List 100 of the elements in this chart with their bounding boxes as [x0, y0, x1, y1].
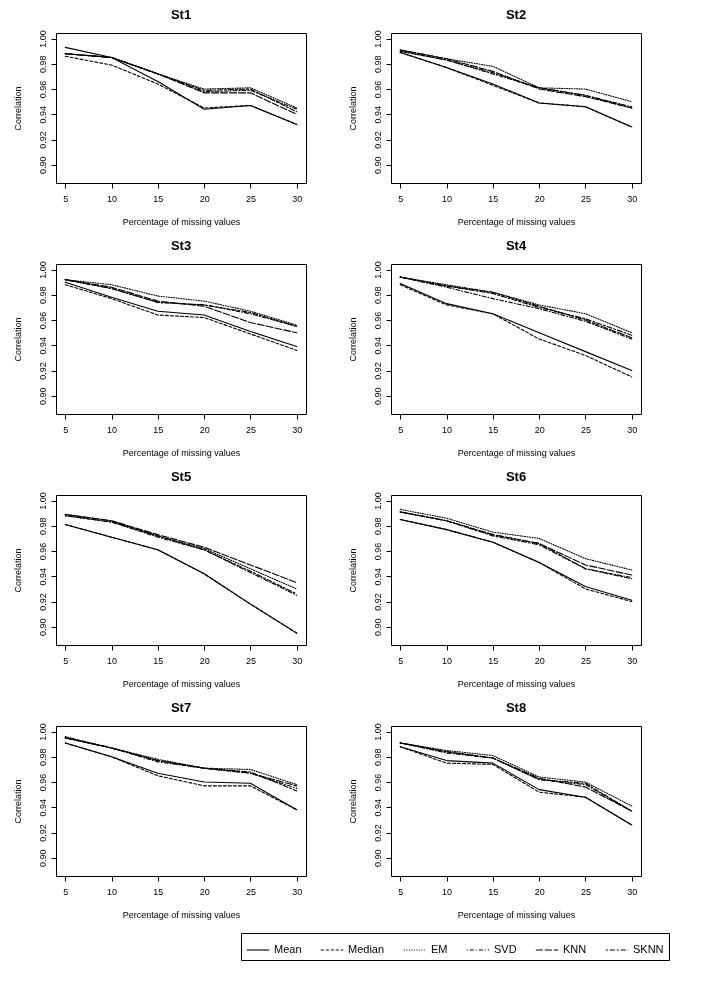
x-tick-label: 5	[63, 193, 69, 204]
y-tick-label: 1.00	[372, 261, 383, 279]
y-tick-label: 0.94	[372, 337, 383, 355]
x-tick-label: 15	[153, 655, 164, 666]
x-tick-label: 5	[398, 424, 404, 435]
x-axis-title: Percentage of missing values	[457, 909, 576, 920]
x-tick-label: 30	[627, 655, 638, 666]
x-tick-label: 30	[627, 424, 638, 435]
y-axis-title: Correlation	[12, 86, 23, 131]
y-tick-label: 0.98	[372, 748, 383, 767]
y-tick-label: 1.00	[372, 492, 383, 510]
x-tick-label: 20	[199, 886, 210, 897]
y-tick-label: 0.96	[372, 80, 383, 99]
x-tick-label: 15	[488, 424, 499, 435]
y-tick-label: 0.90	[37, 618, 48, 637]
y-tick-label: 0.92	[372, 362, 383, 380]
x-tick-label: 20	[534, 424, 545, 435]
y-tick-label: 1.00	[372, 723, 383, 741]
y-tick-label: 0.90	[372, 156, 383, 175]
x-tick-label: 10	[107, 193, 118, 204]
x-tick-label: 25	[580, 424, 591, 435]
legend-label: SKNN	[633, 943, 664, 955]
y-tick-label: 0.98	[372, 517, 383, 536]
x-tick-label: 10	[442, 193, 453, 204]
y-axis-title: Correlation	[347, 86, 358, 131]
y-tick-label: 0.98	[372, 286, 383, 305]
x-tick-label: 25	[580, 193, 591, 204]
y-tick-label: 0.92	[37, 824, 48, 842]
x-tick-label: 15	[488, 655, 499, 666]
legend-label: KNN	[563, 943, 587, 955]
y-tick-label: 0.94	[372, 106, 383, 124]
y-tick-label: 0.94	[37, 337, 48, 355]
x-tick-label: 5	[63, 886, 69, 897]
legend-label: EM	[431, 943, 448, 955]
x-axis-title: Percentage of missing values	[457, 678, 576, 689]
legend-label: Mean	[274, 943, 302, 955]
y-tick-label: 0.98	[37, 748, 48, 767]
y-tick-label: 0.90	[372, 849, 383, 868]
y-tick-label: 0.96	[37, 311, 48, 330]
legend-label: Median	[348, 943, 385, 955]
y-axis-title: Correlation	[347, 548, 358, 593]
y-tick-label: 0.98	[37, 286, 48, 305]
x-axis-title: Percentage of missing values	[122, 678, 241, 689]
chart-title: St2	[505, 6, 527, 22]
y-axis-title: Correlation	[12, 779, 23, 824]
x-tick-label: 10	[107, 424, 118, 435]
x-tick-label: 10	[442, 424, 453, 435]
y-tick-label: 0.92	[37, 131, 48, 149]
x-tick-label: 10	[442, 655, 453, 666]
x-tick-label: 15	[153, 424, 164, 435]
x-axis-title: Percentage of missing values	[122, 909, 241, 920]
y-tick-label: 0.92	[372, 131, 383, 149]
x-tick-label: 25	[245, 655, 256, 666]
x-tick-label: 20	[534, 655, 545, 666]
y-tick-label: 0.90	[37, 849, 48, 868]
chart-title: St1	[170, 6, 192, 22]
y-axis-title: Correlation	[347, 779, 358, 824]
y-tick-label: 0.90	[37, 156, 48, 175]
y-tick-label: 0.96	[37, 542, 48, 561]
x-tick-label: 10	[442, 886, 453, 897]
x-tick-label: 5	[398, 655, 404, 666]
x-tick-label: 20	[534, 886, 545, 897]
y-tick-label: 0.90	[37, 387, 48, 406]
x-tick-label: 5	[63, 424, 69, 435]
y-tick-label: 0.92	[37, 362, 48, 380]
x-tick-label: 5	[63, 655, 69, 666]
y-tick-label: 1.00	[37, 30, 48, 48]
x-tick-label: 15	[153, 193, 164, 204]
y-tick-label: 0.98	[372, 55, 383, 74]
y-tick-label: 0.96	[372, 773, 383, 792]
chart-title: St7	[170, 699, 192, 715]
x-tick-label: 25	[245, 193, 256, 204]
x-axis-title: Percentage of missing values	[457, 216, 576, 227]
y-tick-label: 0.94	[372, 799, 383, 817]
y-tick-label: 0.90	[372, 618, 383, 637]
y-tick-label: 0.96	[372, 542, 383, 561]
x-tick-label: 25	[245, 424, 256, 435]
y-tick-label: 1.00	[37, 261, 48, 279]
y-tick-label: 0.98	[37, 55, 48, 74]
chart-title: St4	[505, 237, 527, 253]
x-tick-label: 15	[488, 193, 499, 204]
x-tick-label: 25	[580, 655, 591, 666]
y-tick-label: 0.94	[37, 799, 48, 817]
x-tick-label: 15	[153, 886, 164, 897]
x-tick-label: 20	[199, 655, 210, 666]
chart-title: St3	[170, 237, 192, 253]
y-axis-title: Correlation	[12, 548, 23, 593]
legend-label: SVD	[494, 943, 517, 955]
x-tick-label: 20	[199, 424, 210, 435]
x-tick-label: 30	[627, 193, 638, 204]
y-tick-label: 0.90	[372, 387, 383, 406]
chart-title: St8	[505, 699, 527, 715]
y-tick-label: 1.00	[372, 30, 383, 48]
y-tick-label: 0.98	[37, 517, 48, 536]
y-tick-label: 0.92	[372, 593, 383, 611]
x-tick-label: 5	[398, 886, 404, 897]
x-axis-title: Percentage of missing values	[457, 447, 576, 458]
x-tick-label: 10	[107, 886, 118, 897]
x-tick-label: 30	[292, 424, 303, 435]
y-tick-label: 0.92	[37, 593, 48, 611]
